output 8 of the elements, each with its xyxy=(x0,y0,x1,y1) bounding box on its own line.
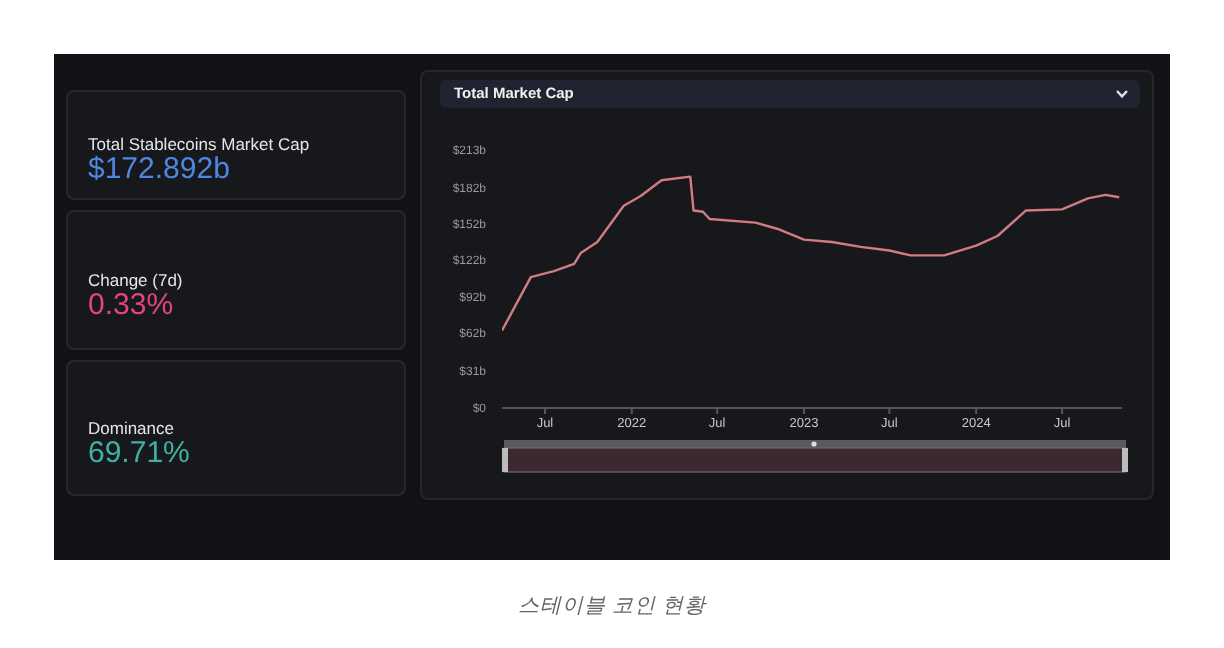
text: 스테이블 코인 현황 xyxy=(516,592,709,620)
text: 69.71% xyxy=(88,435,190,469)
text: Total Stablecoins Market Cap xyxy=(88,134,310,154)
text: $172.892b xyxy=(88,152,230,186)
line-series xyxy=(502,175,1121,332)
text: Change (7d) xyxy=(88,269,183,289)
text: 0.33% xyxy=(88,287,174,321)
text: Dominance xyxy=(88,417,174,437)
